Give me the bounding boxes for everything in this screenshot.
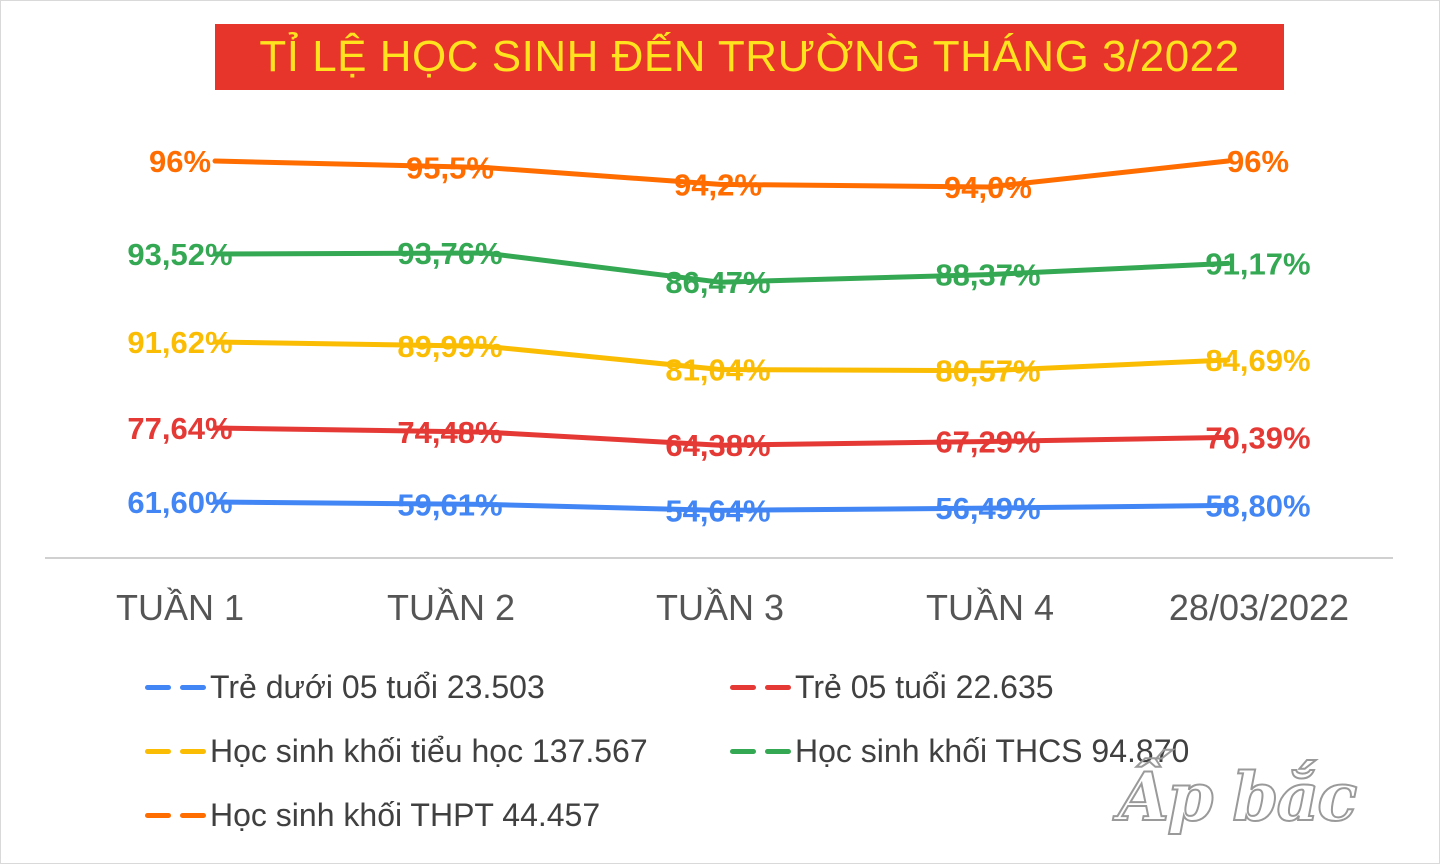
legend-item: Trẻ 05 tuổi 22.635 bbox=[730, 667, 1054, 707]
legend-label: Học sinh khối tiểu học 137.567 bbox=[210, 732, 648, 769]
legend-swatch bbox=[145, 812, 206, 818]
legend-swatch bbox=[145, 748, 206, 754]
chart-title: TỈ LỆ HỌC SINH ĐẾN TRƯỜNG THÁNG 3/2022 bbox=[259, 32, 1240, 81]
data-label: 95,5% bbox=[406, 151, 494, 186]
data-label: 94,2% bbox=[674, 167, 762, 202]
series-line bbox=[212, 158, 1231, 190]
data-label: 93,76% bbox=[397, 236, 502, 271]
legend-label: Trẻ dưới 05 tuổi 23.503 bbox=[210, 668, 545, 705]
apbac-watermark-logo: Ấp bắc bbox=[1117, 757, 1358, 837]
data-label: 61,60% bbox=[127, 485, 232, 520]
legend-item: Học sinh khối THPT 44.457 bbox=[145, 795, 600, 835]
data-label: 56,49% bbox=[935, 491, 1040, 526]
data-label: 93,52% bbox=[127, 237, 232, 272]
data-label: 91,17% bbox=[1205, 246, 1310, 281]
data-label: 88,37% bbox=[935, 258, 1040, 293]
data-label: 86,47% bbox=[665, 265, 770, 300]
data-label: 77,64% bbox=[127, 411, 232, 446]
x-tick-label: 28/03/2022 bbox=[1169, 587, 1349, 628]
data-label: 54,64% bbox=[665, 493, 770, 528]
legend-label: Học sinh khối THCS 94.870 bbox=[795, 732, 1190, 769]
legend-label: Trẻ 05 tuổi 22.635 bbox=[795, 668, 1054, 705]
legend-item: Học sinh khối THCS 94.870 bbox=[730, 731, 1189, 771]
data-label: 64,38% bbox=[665, 428, 770, 463]
data-label: 74,48% bbox=[397, 415, 502, 450]
data-label: 96% bbox=[149, 144, 211, 179]
chart-title-banner: TỈ LỆ HỌC SINH ĐẾN TRƯỜNG THÁNG 3/2022 bbox=[215, 24, 1284, 90]
data-label: 89,99% bbox=[397, 329, 502, 364]
legend-swatch bbox=[145, 684, 206, 690]
series-line bbox=[212, 499, 1231, 513]
x-tick-label: TUẦN 1 bbox=[116, 587, 244, 628]
legend-swatch bbox=[730, 684, 791, 690]
data-label: 59,61% bbox=[397, 487, 502, 522]
x-tick-label: TUẦN 2 bbox=[387, 587, 515, 628]
data-label: 70,39% bbox=[1205, 420, 1310, 455]
legend-item: Trẻ dưới 05 tuổi 23.503 bbox=[145, 667, 545, 707]
data-label: 84,69% bbox=[1205, 343, 1310, 378]
series-line bbox=[212, 250, 1231, 285]
data-label: 96% bbox=[1227, 144, 1289, 179]
series-line bbox=[212, 339, 1231, 374]
x-tick-label: TUẦN 3 bbox=[656, 587, 784, 628]
data-label: 81,04% bbox=[665, 353, 770, 388]
series-line bbox=[212, 425, 1231, 448]
data-label: 94,0% bbox=[944, 170, 1032, 205]
data-label: 67,29% bbox=[935, 425, 1040, 460]
data-label: 91,62% bbox=[127, 325, 232, 360]
data-label: 58,80% bbox=[1205, 488, 1310, 523]
legend-label: Học sinh khối THPT 44.457 bbox=[210, 796, 601, 833]
legend-item: Học sinh khối tiểu học 137.567 bbox=[145, 731, 648, 771]
legend-swatch bbox=[730, 748, 791, 754]
data-label: 80,57% bbox=[935, 354, 1040, 389]
x-tick-label: TUẦN 4 bbox=[926, 587, 1054, 628]
